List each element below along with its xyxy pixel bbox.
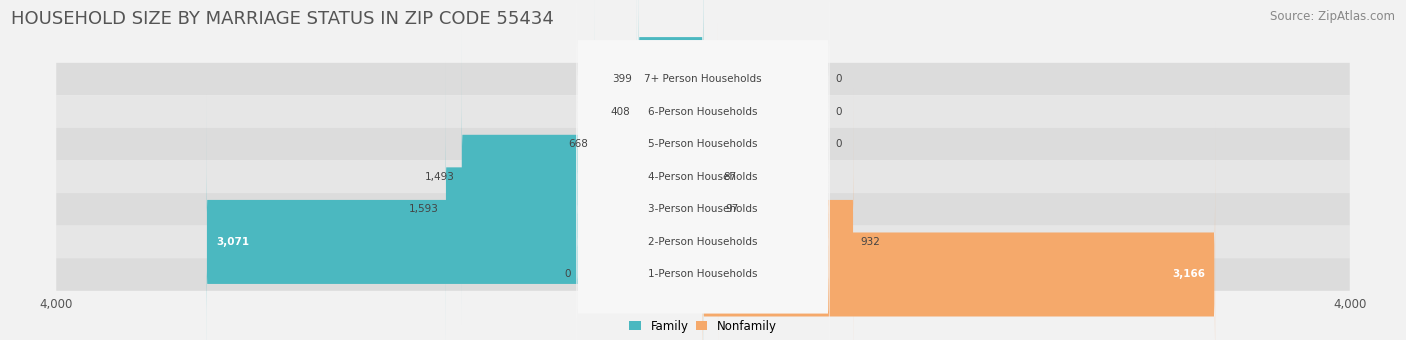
Text: 0: 0 [835,107,842,117]
Legend: Family, Nonfamily: Family, Nonfamily [624,315,782,337]
Text: 87: 87 [724,172,737,182]
Text: 97: 97 [725,204,738,214]
Text: 408: 408 [610,107,630,117]
Text: 0: 0 [835,139,842,149]
Text: 932: 932 [860,237,880,247]
FancyBboxPatch shape [56,258,1350,291]
FancyBboxPatch shape [56,63,1350,96]
Text: 3-Person Households: 3-Person Households [648,204,758,214]
Text: 1,493: 1,493 [425,172,456,182]
FancyBboxPatch shape [56,128,1350,160]
FancyBboxPatch shape [576,0,830,340]
FancyBboxPatch shape [207,88,703,340]
Text: 668: 668 [568,139,589,149]
FancyBboxPatch shape [638,0,703,233]
FancyBboxPatch shape [576,20,830,340]
Text: 0: 0 [835,74,842,84]
Text: 5-Person Households: 5-Person Households [648,139,758,149]
FancyBboxPatch shape [56,96,1350,128]
FancyBboxPatch shape [56,160,1350,193]
Text: 4-Person Households: 4-Person Households [648,172,758,182]
Text: 0: 0 [564,270,571,279]
FancyBboxPatch shape [576,0,830,333]
FancyBboxPatch shape [703,23,717,330]
FancyBboxPatch shape [703,121,1215,340]
Text: HOUSEHOLD SIZE BY MARRIAGE STATUS IN ZIP CODE 55434: HOUSEHOLD SIZE BY MARRIAGE STATUS IN ZIP… [11,10,554,28]
FancyBboxPatch shape [56,226,1350,258]
FancyBboxPatch shape [595,0,703,298]
FancyBboxPatch shape [576,0,830,340]
FancyBboxPatch shape [461,23,703,330]
Text: 3,166: 3,166 [1173,270,1205,279]
Text: 399: 399 [612,74,633,84]
Text: 2-Person Households: 2-Person Households [648,237,758,247]
Text: 6-Person Households: 6-Person Households [648,107,758,117]
Text: 7+ Person Households: 7+ Person Households [644,74,762,84]
FancyBboxPatch shape [56,193,1350,226]
Text: 3,071: 3,071 [217,237,249,247]
Text: 1,593: 1,593 [409,204,439,214]
Text: 1-Person Households: 1-Person Households [648,270,758,279]
FancyBboxPatch shape [703,56,718,340]
FancyBboxPatch shape [576,0,830,340]
FancyBboxPatch shape [576,53,830,340]
FancyBboxPatch shape [576,0,830,301]
FancyBboxPatch shape [637,0,703,265]
FancyBboxPatch shape [703,88,853,340]
Text: Source: ZipAtlas.com: Source: ZipAtlas.com [1270,10,1395,23]
FancyBboxPatch shape [446,56,703,340]
